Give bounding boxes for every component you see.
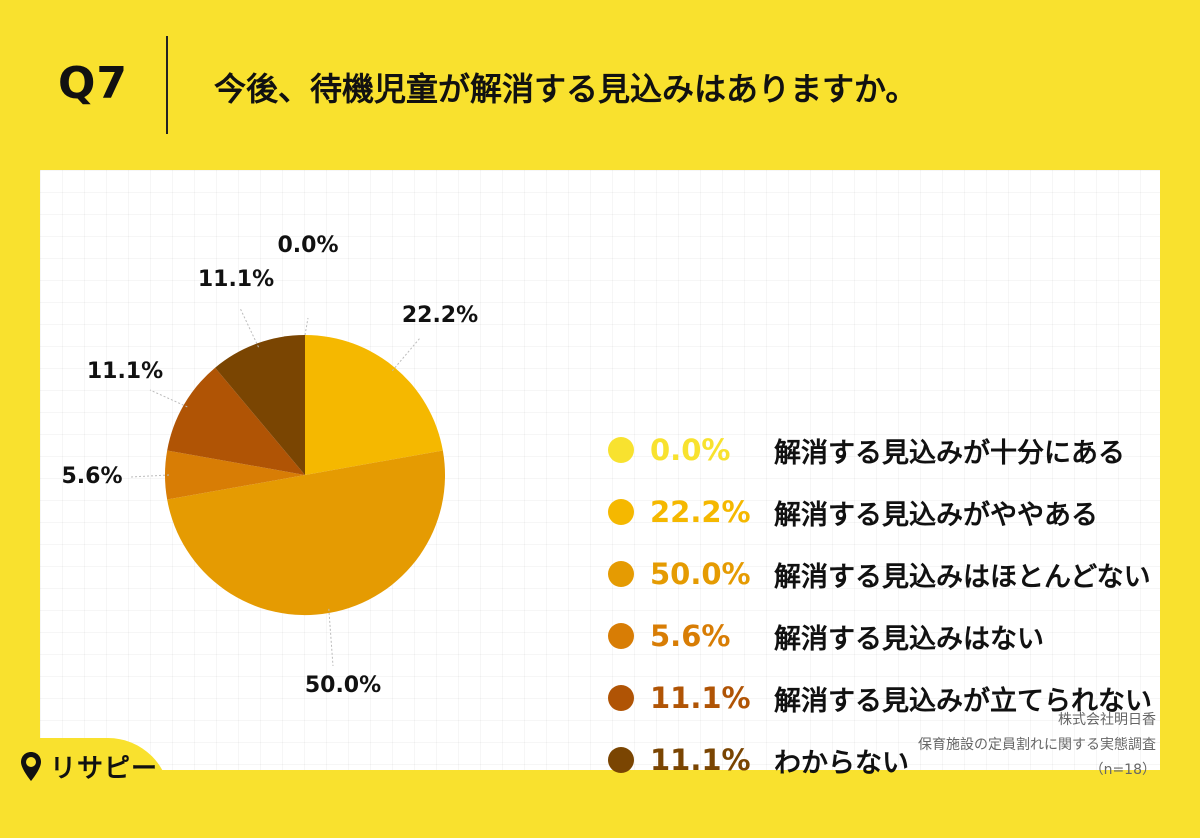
slice-data-label: 0.0% <box>277 233 338 258</box>
pie-slice <box>165 450 305 500</box>
header-divider <box>166 36 168 134</box>
survey-name: 保育施設の定員割れに関する実態調査 <box>918 737 1156 753</box>
map-pin-icon <box>21 751 41 781</box>
legend-item: 22.2% 解消する見込みがややある <box>608 492 1098 532</box>
pie-slice <box>167 367 305 475</box>
legend-swatch <box>608 437 634 463</box>
legend-item: 50.0% 解消する見込みはほとんどない <box>608 554 1151 594</box>
slice-data-label: 11.1% <box>87 359 163 384</box>
question-title: 今後、待機児童が解消する見込みはありますか。 <box>214 70 918 108</box>
legend-swatch <box>608 499 634 525</box>
leader-line <box>129 474 170 478</box>
legend-label: 解消する見込みが十分にある <box>774 437 1125 469</box>
legend-item: 11.1% わからない <box>608 740 909 780</box>
legend-swatch <box>608 561 634 587</box>
pie-slice <box>215 335 305 475</box>
pie-slice <box>167 450 446 616</box>
leader-line <box>328 608 334 667</box>
legend-swatch <box>608 623 634 649</box>
question-number: Q7 <box>58 58 129 109</box>
header: Q7 今後、待機児童が解消する見込みはありますか。 <box>0 0 1200 170</box>
legend-label: わからない <box>774 747 909 779</box>
logo-text: リサピー <box>50 754 159 784</box>
leader-line <box>391 337 421 372</box>
logo: リサピー <box>20 748 158 785</box>
legend-percent: 11.1% <box>650 681 751 715</box>
pie-chart: 0.0% 22.2% 50.0% 5.6% 11.1% 11.1% <box>61 233 478 698</box>
legend-item: 0.0% 解消する見込みが十分にある <box>608 430 1125 470</box>
slice-data-label: 11.1% <box>198 267 274 292</box>
slice-data-label: 50.0% <box>305 673 381 698</box>
company-name: 株式会社明日香 <box>1058 712 1156 728</box>
sample-size: （n=18） <box>1089 762 1156 778</box>
leader-line <box>239 307 259 348</box>
chart-panel: 0.0% 22.2% 50.0% 5.6% 11.1% 11.1% 0.0% 解消する見込み… <box>40 170 1160 779</box>
legend-percent: 11.1% <box>650 743 751 777</box>
slice-data-label: 5.6% <box>61 464 122 489</box>
legend-swatch <box>608 685 634 711</box>
leader-line <box>149 389 188 408</box>
legend-label: 解消する見込みはほとんどない <box>774 561 1151 593</box>
legend-percent: 5.6% <box>650 619 731 653</box>
slice-data-label: 22.2% <box>402 303 478 328</box>
legend-label: 解消する見込みがややある <box>774 499 1098 531</box>
legend-item: 11.1% 解消する見込みが立てられない <box>608 678 1152 718</box>
legend-item: 5.6% 解消する見込みはない <box>608 616 1044 656</box>
legend-label: 解消する見込みが立てられない <box>774 685 1152 717</box>
leader-line <box>304 317 309 336</box>
pie-slice <box>305 335 443 475</box>
legend-percent: 22.2% <box>650 495 751 529</box>
legend-percent: 50.0% <box>650 557 751 591</box>
legend-label: 解消する見込みはない <box>774 623 1044 655</box>
legend-percent: 0.0% <box>650 433 731 467</box>
legend-swatch <box>608 747 634 773</box>
credits: 株式会社明日香 保育施設の定員割れに関する実態調査 （n=18） <box>918 708 1156 783</box>
